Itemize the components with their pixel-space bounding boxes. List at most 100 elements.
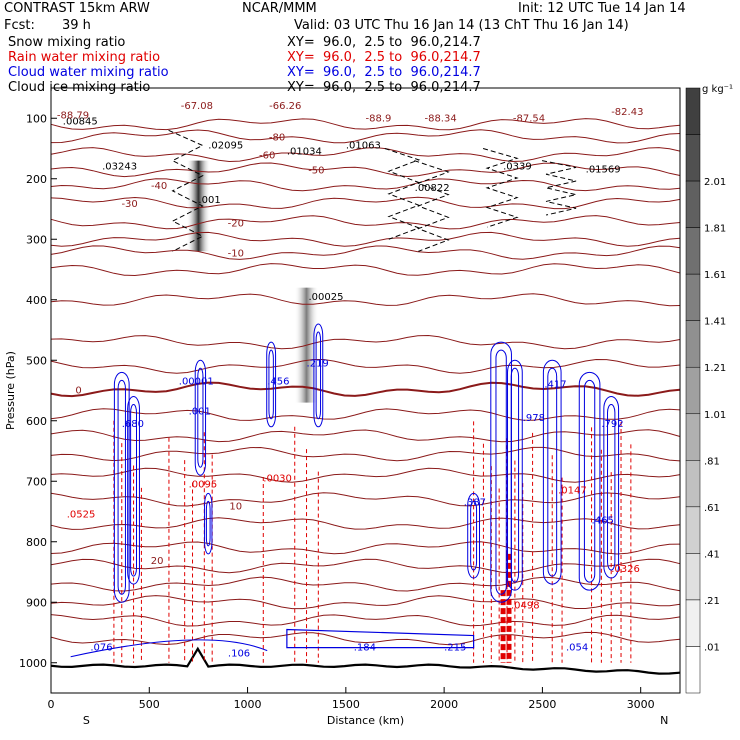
isotherm-line-9 bbox=[50, 263, 681, 277]
y-tick-label-8: 900 bbox=[26, 596, 47, 609]
cloud-max-label-13: .076 bbox=[90, 643, 112, 654]
cloud-max-label-6: .417 bbox=[544, 379, 566, 390]
init-time: Init: 12 UTC Tue 14 Jan 14 bbox=[518, 1, 686, 16]
cloud-contour-inner-2 bbox=[197, 367, 204, 468]
x-tick-label-6: 3000 bbox=[627, 698, 655, 711]
isotherm-line-18 bbox=[50, 492, 681, 507]
isotherm-line-2 bbox=[50, 147, 681, 163]
cloud-contour-inner-5 bbox=[495, 349, 507, 595]
top-label-1: -67.08 bbox=[181, 101, 213, 112]
y-tick-label-2: 300 bbox=[26, 233, 47, 246]
cloud-contour-inner-7 bbox=[547, 367, 558, 577]
rain-max-label-4: .0498 bbox=[511, 600, 540, 611]
colorbar-label-0: .01 bbox=[704, 642, 720, 653]
forecast-label: Fcst: bbox=[4, 18, 35, 33]
field-cloud-xy: XY= 96.0, 2.5 to 96.0,214.7 bbox=[287, 65, 481, 80]
cloud-contour-10 bbox=[204, 492, 213, 555]
isotherm-line-24 bbox=[50, 614, 681, 627]
top-label-6: -82.43 bbox=[611, 107, 643, 118]
isotherm-line-15 bbox=[50, 429, 681, 443]
rain-max-label-1: .0095 bbox=[189, 479, 218, 490]
isotherm-line-22 bbox=[50, 576, 681, 592]
isotherm-line-8 bbox=[50, 245, 681, 260]
ice-max-label-1: .03243 bbox=[102, 162, 137, 173]
isotherm-line-0 bbox=[50, 118, 681, 131]
isotherm-line-19 bbox=[50, 517, 681, 530]
cloud-contour-1 bbox=[127, 396, 140, 585]
cloud-max-label-4: .387 bbox=[464, 497, 486, 508]
center-title: NCAR/MMM bbox=[242, 1, 317, 16]
ice-max-label-4: .01063 bbox=[346, 141, 381, 152]
colorbar-label-5: 1.01 bbox=[704, 410, 726, 421]
plot-frame bbox=[50, 87, 681, 694]
temp-contour-label-7: 0 bbox=[75, 385, 81, 396]
cloud-max-label-8: .465 bbox=[592, 516, 614, 527]
cloud-max-label-9: .184 bbox=[354, 643, 376, 654]
isotherm-line-12 bbox=[50, 358, 681, 374]
cloud-max-label-2: .219 bbox=[307, 358, 329, 369]
colorbar-bin-1 bbox=[685, 134, 701, 182]
temp-contour-label-1: -60 bbox=[259, 151, 275, 162]
cloud-contour-inner-8 bbox=[583, 379, 596, 583]
x-tick-label-0: 0 bbox=[48, 698, 55, 711]
top-label-3: -88.9 bbox=[366, 113, 392, 124]
isotherm-line-16 bbox=[50, 446, 681, 462]
cloud-max-label-5: .978 bbox=[523, 413, 545, 424]
colorbar-label-6: 1.21 bbox=[704, 363, 726, 374]
isotherm-line-23 bbox=[50, 595, 681, 610]
y-tick-label-5: 600 bbox=[26, 415, 47, 428]
cloud-max-label-7: .792 bbox=[601, 419, 623, 430]
cloud-contour-4 bbox=[313, 323, 324, 428]
colorbar-label-2: .41 bbox=[704, 549, 720, 560]
y-tick-label-6: 700 bbox=[26, 475, 47, 488]
cloud-max-label-1: .456 bbox=[267, 376, 289, 387]
y-tick-label-7: 800 bbox=[26, 536, 47, 549]
colorbar-bin-5 bbox=[685, 320, 701, 368]
colorbar-label-7: 1.41 bbox=[704, 317, 726, 328]
cloud-contour-9 bbox=[603, 396, 620, 579]
isotherm-line-1 bbox=[50, 129, 681, 144]
ice-max-label-2: .02095 bbox=[208, 141, 243, 152]
colorbar-unit: g kg⁻¹ bbox=[702, 84, 733, 95]
terrain-line bbox=[50, 646, 681, 675]
y-tick-label-3: 400 bbox=[26, 294, 47, 307]
x-tick-label-1: 500 bbox=[139, 698, 160, 711]
rain-max-label-0: .0030 bbox=[263, 473, 292, 484]
cloud-contour-3 bbox=[266, 341, 277, 428]
ice-contour-1 bbox=[384, 148, 421, 240]
isotherm-line-21 bbox=[50, 558, 681, 574]
y-tick-label-1: 200 bbox=[26, 173, 47, 186]
cloud-band-low bbox=[286, 628, 475, 649]
colorbar-bin-2 bbox=[685, 180, 701, 228]
y-axis-label: Pressure (hPa) bbox=[4, 351, 17, 430]
isotherm-line-10 bbox=[50, 293, 681, 307]
cloud-contour-inner-6 bbox=[510, 367, 520, 583]
ice-max-label-8: .00025 bbox=[308, 292, 343, 303]
temp-contour-label-6: -10 bbox=[228, 249, 244, 260]
cloud-contour-inner-11 bbox=[470, 500, 478, 571]
cloud-contour-2 bbox=[194, 359, 207, 476]
temp-contour-label-2: -50 bbox=[308, 166, 324, 177]
top-label-0: -88.79 bbox=[57, 110, 89, 121]
ice-contour-4 bbox=[541, 160, 577, 216]
isotherm-line-17 bbox=[50, 467, 681, 483]
colorbar-bin-9 bbox=[685, 506, 701, 554]
colorbar-bin-0 bbox=[685, 87, 701, 135]
colorbar-bin-3 bbox=[685, 227, 701, 275]
snow-shading-0 bbox=[186, 160, 211, 252]
ice-max-label-3: .01034 bbox=[287, 147, 322, 158]
y-tick-label-4: 500 bbox=[26, 354, 47, 367]
y-tick-label-0: 100 bbox=[26, 112, 47, 125]
colorbar-label-4: .81 bbox=[704, 456, 720, 467]
colorbar-label-1: .21 bbox=[704, 596, 720, 607]
field-rain-name: Rain water mixing ratio bbox=[8, 50, 161, 65]
cloud-contour-8 bbox=[578, 371, 601, 591]
field-cloud-name: Cloud water mixing ratio bbox=[8, 65, 169, 80]
ice-contour-2 bbox=[414, 160, 450, 252]
top-label-5: -87.54 bbox=[513, 113, 545, 124]
cloud-contour-6 bbox=[507, 359, 523, 591]
cloud-contour-inner-9 bbox=[607, 404, 616, 571]
colorbar-label-10: 2.01 bbox=[704, 177, 726, 188]
